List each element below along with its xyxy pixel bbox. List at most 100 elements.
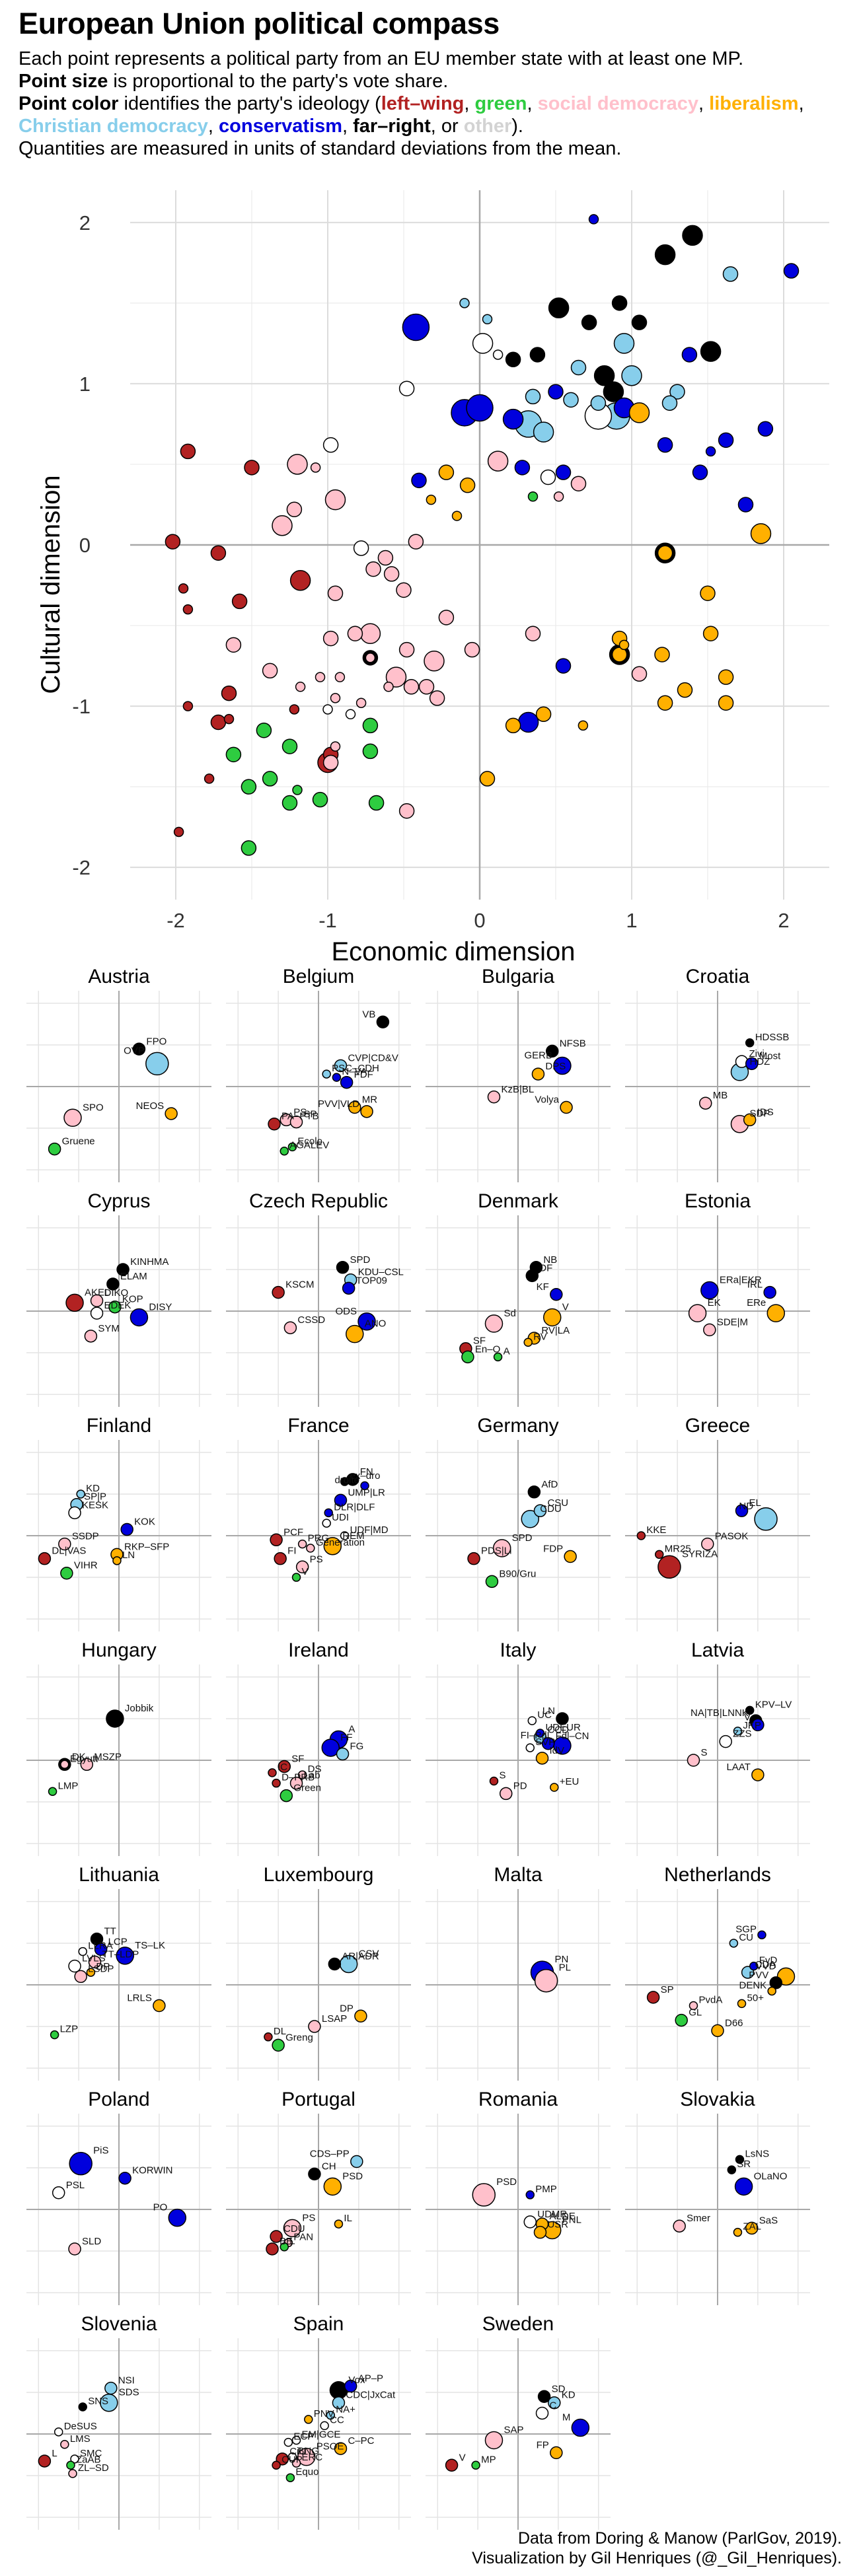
party-point [360,1105,373,1118]
party-point [60,1760,69,1770]
party-point [65,1293,84,1312]
party-point [438,610,455,626]
legend-left-wing: left–wing [381,93,465,114]
party-label: LMS [70,2433,91,2445]
chart-header: European Union political compass Each po… [19,7,844,160]
party-label: PASOK [715,1531,749,1542]
party-label: DISY [149,1301,172,1312]
party-point [548,2396,561,2410]
party-point [327,585,344,601]
party-point [304,2415,313,2424]
party-point [525,388,541,405]
party-point [74,1970,87,1984]
party-point [661,395,678,411]
party-point [540,469,556,485]
facet-title: Estonia [685,1190,751,1212]
party-point [535,2406,549,2420]
party-point [332,2396,346,2410]
party-point [553,1056,572,1075]
party-label: EM|GCE [302,2429,341,2440]
party-point [527,1485,541,1499]
party-point [287,454,308,475]
party-point [485,1575,499,1589]
party-label: SVP [535,1736,555,1748]
party-label: Ecolo [297,1135,322,1147]
party-point [769,1976,783,1989]
party-point [484,2431,504,2450]
party-label: CCD [547,1724,569,1735]
party-point [533,421,554,443]
party-label: V [459,2452,466,2463]
party-point [266,2242,279,2256]
facet-title: Austria [88,966,150,987]
party-label: ELAM [120,1271,147,1282]
x-tick-label: 2 [778,909,789,932]
party-label: KSCM [285,1279,314,1291]
party-point [688,1304,707,1322]
party-label: FI [287,1546,296,1557]
party-label: KPV–LV [755,1699,792,1710]
party-point [63,1108,82,1127]
party-label: Generation [316,1537,365,1548]
party-label: +EU [560,1776,579,1787]
y-axis-title: Cultural dimension [36,475,65,694]
party-point [492,1539,511,1557]
party-label: NEOS [136,1100,165,1112]
party-label: SP [661,1984,674,1995]
facet-poland: Poland PiS KORWIN PSL PO SLD [26,2089,211,2305]
party-point [527,1716,537,1725]
party-point [502,408,524,430]
party-point [106,1277,120,1291]
party-point [324,1508,333,1518]
party-label: PSL [66,2180,85,2191]
party-point [365,653,376,663]
party-point [270,1533,283,1547]
party-point [50,2030,59,2040]
party-point [348,1100,361,1114]
party-point [564,1550,577,1563]
facet-title: Luxembourg [264,1864,374,1886]
y-tick-label: 0 [79,534,91,557]
party-point [531,1067,545,1081]
party-point [330,693,341,703]
party-label: LLRA [88,1941,113,1952]
party-point [323,2177,342,2196]
party-point [262,662,278,679]
party-label: CSU [547,1497,568,1509]
party-label: CDC|JxCat [346,2390,396,2401]
party-label: AP–P [358,2373,383,2384]
party-point [424,650,445,672]
party-label: IRL [747,1279,763,1291]
party-point [535,706,552,723]
party-point [523,1338,533,1347]
party-point [396,582,412,598]
party-label: PS [302,2212,315,2223]
party-point [244,460,260,476]
party-point [735,1504,749,1517]
party-label: PL [559,1962,571,1974]
party-label: PA–PTB [281,1111,318,1122]
party-label: Fdl–CN [556,1731,589,1742]
party-point [291,1573,301,1582]
party-label: Volya [535,1094,559,1106]
party-label: GERB [524,1050,552,1061]
party-point [322,704,333,715]
party-point [173,826,184,838]
party-point [438,464,455,480]
party-point [340,1477,350,1486]
party-point [272,1778,281,1788]
party-point [737,497,754,513]
party-label: PSD [342,2170,363,2182]
party-point [295,682,306,692]
party-point [180,443,196,460]
party-label: DK [72,1751,86,1762]
party-point [132,1042,146,1056]
party-label: PS [310,1554,323,1565]
party-point [505,717,521,734]
legend-conservatism: conservatism [219,116,343,137]
party-point [533,2225,547,2239]
